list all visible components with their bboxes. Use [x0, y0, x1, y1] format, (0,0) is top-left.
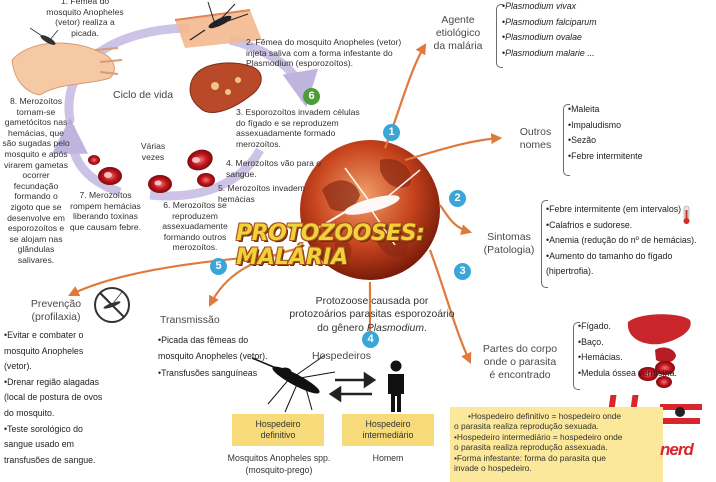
- nerd-logo-text: nerd: [660, 440, 694, 459]
- marker-3: 3: [454, 263, 471, 280]
- spleen-organ-icon: [655, 347, 676, 363]
- sintomas-heading: Sintomas (Patologia): [483, 231, 535, 256]
- cycle-varias-vezes: Várias vezes: [140, 141, 166, 162]
- human-figure-icon: [388, 360, 404, 412]
- prevencao-item: transfusões de sangue.: [4, 454, 96, 465]
- page-title: PROTOZOOSES: MALÁRIA: [236, 222, 436, 270]
- marker-4: 4: [362, 331, 379, 348]
- agente-item: •Plasmodium malarie ...: [502, 47, 595, 58]
- prevencao-item: mosquito Anopheles: [4, 345, 84, 356]
- cycle-step-2: 2. Fêmea do mosquito Anopheles (vetor) i…: [246, 37, 402, 69]
- sintomas-item: •Febre intermitente (em intervalos): [546, 204, 682, 214]
- agente-item: •Plasmodium falciparum: [502, 16, 597, 27]
- hospedeiro-definitivo-box: Hospedeiro definitivo: [232, 414, 324, 446]
- prevencao-item: (local de postura de ovos: [4, 392, 103, 403]
- marker-6: 6: [303, 88, 320, 105]
- sintomas-item: •Calafrios e sudorese.: [546, 219, 633, 230]
- agente-bracket: [496, 4, 503, 68]
- hospedeiros-heading: Hospedeiros: [312, 350, 371, 362]
- transmissao-item: •Transfusões sanguíneas: [158, 367, 258, 378]
- mosquito-caption: Mosquitos Anopheles spp. (mosquito-prego…: [227, 453, 331, 475]
- prevencao-item: •Evitar e combater o: [4, 330, 84, 340]
- marker-1: 1: [383, 124, 400, 141]
- partes-heading: Partes do corpo onde o parasita é encont…: [482, 343, 558, 381]
- hospedeiro-intermediario-box: Hospedeiro intermediário: [342, 414, 434, 446]
- prevencao-list: •Evitar e combater o mosquito Anopheles …: [4, 328, 102, 468]
- transmissao-list: •Picada das fêmeas do mosquito Anopheles…: [158, 332, 268, 381]
- title-line-1: PROTOZOOSES:: [236, 221, 425, 246]
- partes-list: •Fígado. •Baço. •Hemácias. •Medula óssea…: [578, 319, 677, 381]
- no-mosquito-icon: [94, 287, 130, 323]
- agente-item: •Plasmodium vivax: [502, 1, 576, 11]
- globe-illustration: [300, 140, 440, 280]
- agente-list: •Plasmodium vivax •Plasmodium falciparum…: [502, 0, 597, 61]
- partes-item: •Baço.: [578, 336, 604, 347]
- partes-item: •Medula óssea vermelha.: [578, 367, 677, 378]
- note-line: o parasita realiza reprodução assexuada.: [454, 442, 608, 453]
- cycle-step-4: 4. Merozoítos vão para o sangue.: [226, 158, 322, 179]
- cycle-label: Ciclo de vida: [113, 89, 174, 101]
- note-line: •Hospedeiro intermediário = hospedeiro o…: [454, 431, 623, 442]
- note-line: o parasita realiza reprodução sexuada.: [454, 421, 599, 432]
- sintomas-item: (hipertrofia).: [546, 266, 594, 277]
- marker-5: 5: [210, 258, 227, 275]
- sintomas-item: •Anemia (redução do nº de hemácias).: [546, 235, 697, 246]
- note-line: invade o hospedeiro.: [454, 463, 532, 474]
- sintomas-list: •Febre intermitente (em intervalos) •Cal…: [546, 202, 697, 280]
- mosquito-hand-icon: [29, 27, 59, 45]
- liver-illustration: [189, 62, 262, 113]
- prevencao-heading: Prevenção (profilaxia): [30, 298, 82, 323]
- red-blood-cells-icon: [638, 361, 675, 388]
- red-blood-cells-cycle: [88, 149, 215, 193]
- mosquito-top-icon: [189, 1, 249, 41]
- sintomas-item: •Aumento do tamanho do fígado: [546, 250, 673, 261]
- transmissao-item: mosquito Anopheles (vetor).: [158, 351, 268, 362]
- liver-organ-icon: [627, 314, 691, 345]
- exchange-arrows-icon: [328, 371, 377, 403]
- cycle-step-8: 8. Merozoítos tornam-se gametócitos nas …: [2, 96, 70, 265]
- nomes-item: •Maleita: [568, 104, 600, 114]
- prevencao-item: sangue usado em: [4, 439, 74, 450]
- connector-arrows: [68, 43, 503, 364]
- partes-item: •Fígado.: [578, 321, 611, 331]
- transmissao-heading: Transmissão: [160, 314, 220, 326]
- sintomas-bracket: [541, 200, 548, 288]
- anopheles-mosquito-icon: [251, 354, 336, 413]
- central-period: .: [423, 322, 427, 334]
- nomes-heading: Outros nomes: [519, 126, 552, 151]
- central-description: Protozoose causada por protozoários para…: [262, 281, 482, 335]
- cycle-step-6: 6. Merozoítos se reproduzem assexuadamen…: [162, 200, 228, 253]
- agente-heading: Agente etiológico da malária: [433, 14, 483, 52]
- definitions-note: •Hospedeiro definitivo = hospedeiro onde…: [450, 407, 663, 482]
- nomes-bracket: [563, 104, 570, 176]
- cycle-step-1: 1. Fêmea do mosquito Anopheles (vetor) r…: [46, 0, 124, 38]
- cycle-step-5: 5. Merozoítos invadem hemácias: [218, 183, 305, 204]
- note-line: •Forma infestante: forma do parasita que: [454, 452, 606, 463]
- partes-bracket: [573, 322, 580, 390]
- nomes-item: •Febre intermitente: [568, 150, 643, 161]
- prevencao-item: •Drenar região alagadas: [4, 376, 100, 387]
- agente-item: •Plasmodium ovalae: [502, 32, 582, 43]
- title-line-2: MALÁRIA: [236, 245, 349, 270]
- prevencao-item: (vetor).: [4, 361, 32, 372]
- nomes-item: •Impaludismo: [568, 119, 621, 130]
- note-line: •Hospedeiro definitivo = hospedeiro onde: [468, 411, 622, 421]
- prevencao-item: do mosquito.: [4, 407, 55, 418]
- transmissao-item: •Picada das fêmeas do: [158, 335, 249, 345]
- thermometer-icon: [683, 205, 690, 224]
- nomes-item: •Sezão: [568, 135, 597, 146]
- nomes-list: •Maleita •Impaludismo •Sezão •Febre inte…: [568, 102, 642, 164]
- marker-2: 2: [449, 190, 466, 207]
- central-description-text: Protozoose causada por protozoários para…: [289, 295, 455, 334]
- cycle-step-7: 7. Merozoítos rompem hemácias liberando …: [69, 190, 142, 232]
- cycle-step-3: 3. Esporozoítos invadem células do fígad…: [236, 107, 360, 149]
- central-genus: Plasmodium: [366, 322, 424, 334]
- partes-item: •Hemácias.: [578, 352, 623, 363]
- prevencao-item: •Teste sorológico do: [4, 423, 83, 434]
- hand-illustration: [11, 42, 123, 96]
- homem-caption: Homem: [372, 453, 404, 463]
